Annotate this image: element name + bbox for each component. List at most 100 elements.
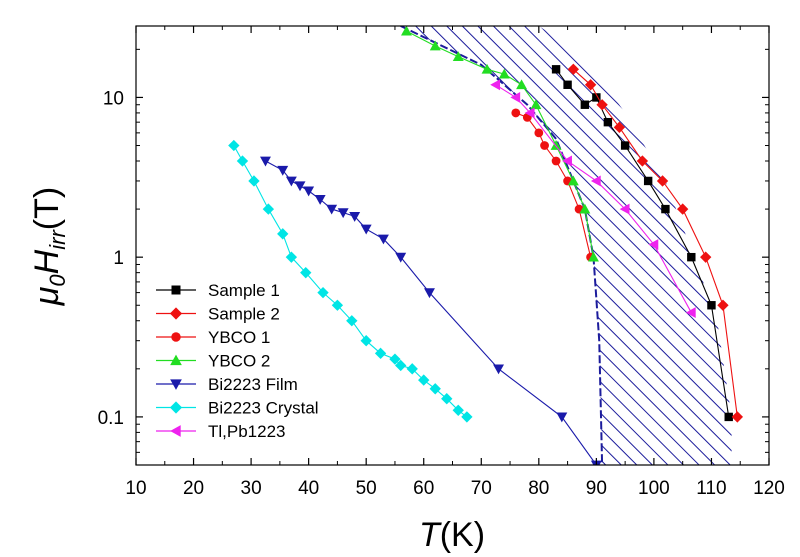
data-point [429,40,441,51]
data-point [656,175,669,187]
data-point [643,176,653,186]
y-tick-label: 10 [103,88,124,109]
data-point [551,156,561,166]
data-point [490,79,501,91]
data-point [707,301,716,310]
data-point [677,203,689,215]
data-point [452,51,464,62]
data-point [534,128,544,138]
series-5 [228,139,473,423]
series-0 [551,65,733,422]
legend-entry: Sample 1 [156,281,280,300]
legend-entry: YBCO 1 [156,328,270,347]
data-point [685,307,696,319]
data-point [524,107,535,119]
data-point [317,286,329,299]
legend-label: YBCO 2 [208,352,270,371]
data-point [636,155,649,167]
data-point [511,108,521,118]
data-point [493,364,504,375]
legend-marker [170,425,181,437]
data-point [349,212,361,222]
data-point [516,79,528,90]
data-point [551,65,561,74]
data-point [360,335,372,347]
y-axis-title: μ0Hirr(T) [28,187,70,306]
data-point [389,353,401,365]
region-left-boundary [400,26,604,465]
data-point [228,139,240,152]
x-tick-label: 100 [638,478,670,499]
data-point [510,91,521,103]
data-point [441,393,453,405]
data-point [374,347,387,360]
y-tick-label: 1 [113,248,124,269]
data-point [452,404,464,416]
data-point [303,186,315,197]
x-tick-label: 60 [413,478,434,499]
series-3 [401,26,599,262]
x-tick-label: 90 [586,478,607,499]
legend-entry: YBCO 2 [156,352,270,371]
data-point [395,359,407,372]
series-line [265,160,597,465]
data-point [590,175,601,187]
data-point [717,299,729,311]
x-tick-label: 110 [696,478,726,499]
data-point [530,99,542,110]
data-point [661,204,670,214]
data-point [346,315,358,327]
data-point [700,251,712,263]
data-point [285,176,297,187]
data-point [731,411,744,423]
legend-marker [170,379,182,390]
data-point [556,412,568,423]
data-point [424,288,435,299]
data-point [620,141,630,150]
data-point [248,175,260,187]
legend-label: Sample 1 [208,281,280,300]
legend-label: Sample 2 [208,305,280,324]
data-point [277,165,289,176]
series-6 [490,79,696,319]
data-point [724,412,733,422]
hatched-region [400,26,732,465]
data-point [584,79,597,91]
data-point [563,80,572,89]
legend-marker [169,401,183,414]
y-tick-label: 0.1 [98,408,124,429]
legend-entry: Sample 2 [156,305,280,324]
legend-entry: Bi2223 Crystal [156,399,319,418]
data-point [588,251,599,262]
data-point [395,252,407,263]
data-point [580,100,590,109]
x-tick-label: 80 [528,478,549,499]
data-point [236,155,249,167]
data-point [401,26,412,36]
data-point [481,63,493,74]
legend-label: Bi2223 Crystal [208,399,319,418]
series-1 [567,63,744,423]
data-point [596,99,608,111]
data-point [461,411,473,423]
x-tick-label: 10 [125,478,146,499]
data-point [331,299,344,311]
data-point [260,156,271,167]
data-point [613,121,626,133]
x-tick-label: 70 [471,478,492,499]
data-point [498,68,510,79]
x-axis-title: T(K) [419,516,485,554]
data-point [377,234,389,245]
data-point [277,228,289,240]
x-tick-label: 50 [356,478,377,499]
data-point [314,195,326,205]
data-point [418,374,430,386]
data-point [540,141,549,150]
data-point [294,181,306,192]
legend-marker [169,307,183,320]
legend-entry: Bi2223 Film [156,375,298,394]
data-point [648,239,659,250]
legend-label: YBCO 1 [208,328,270,347]
data-point [567,63,580,75]
